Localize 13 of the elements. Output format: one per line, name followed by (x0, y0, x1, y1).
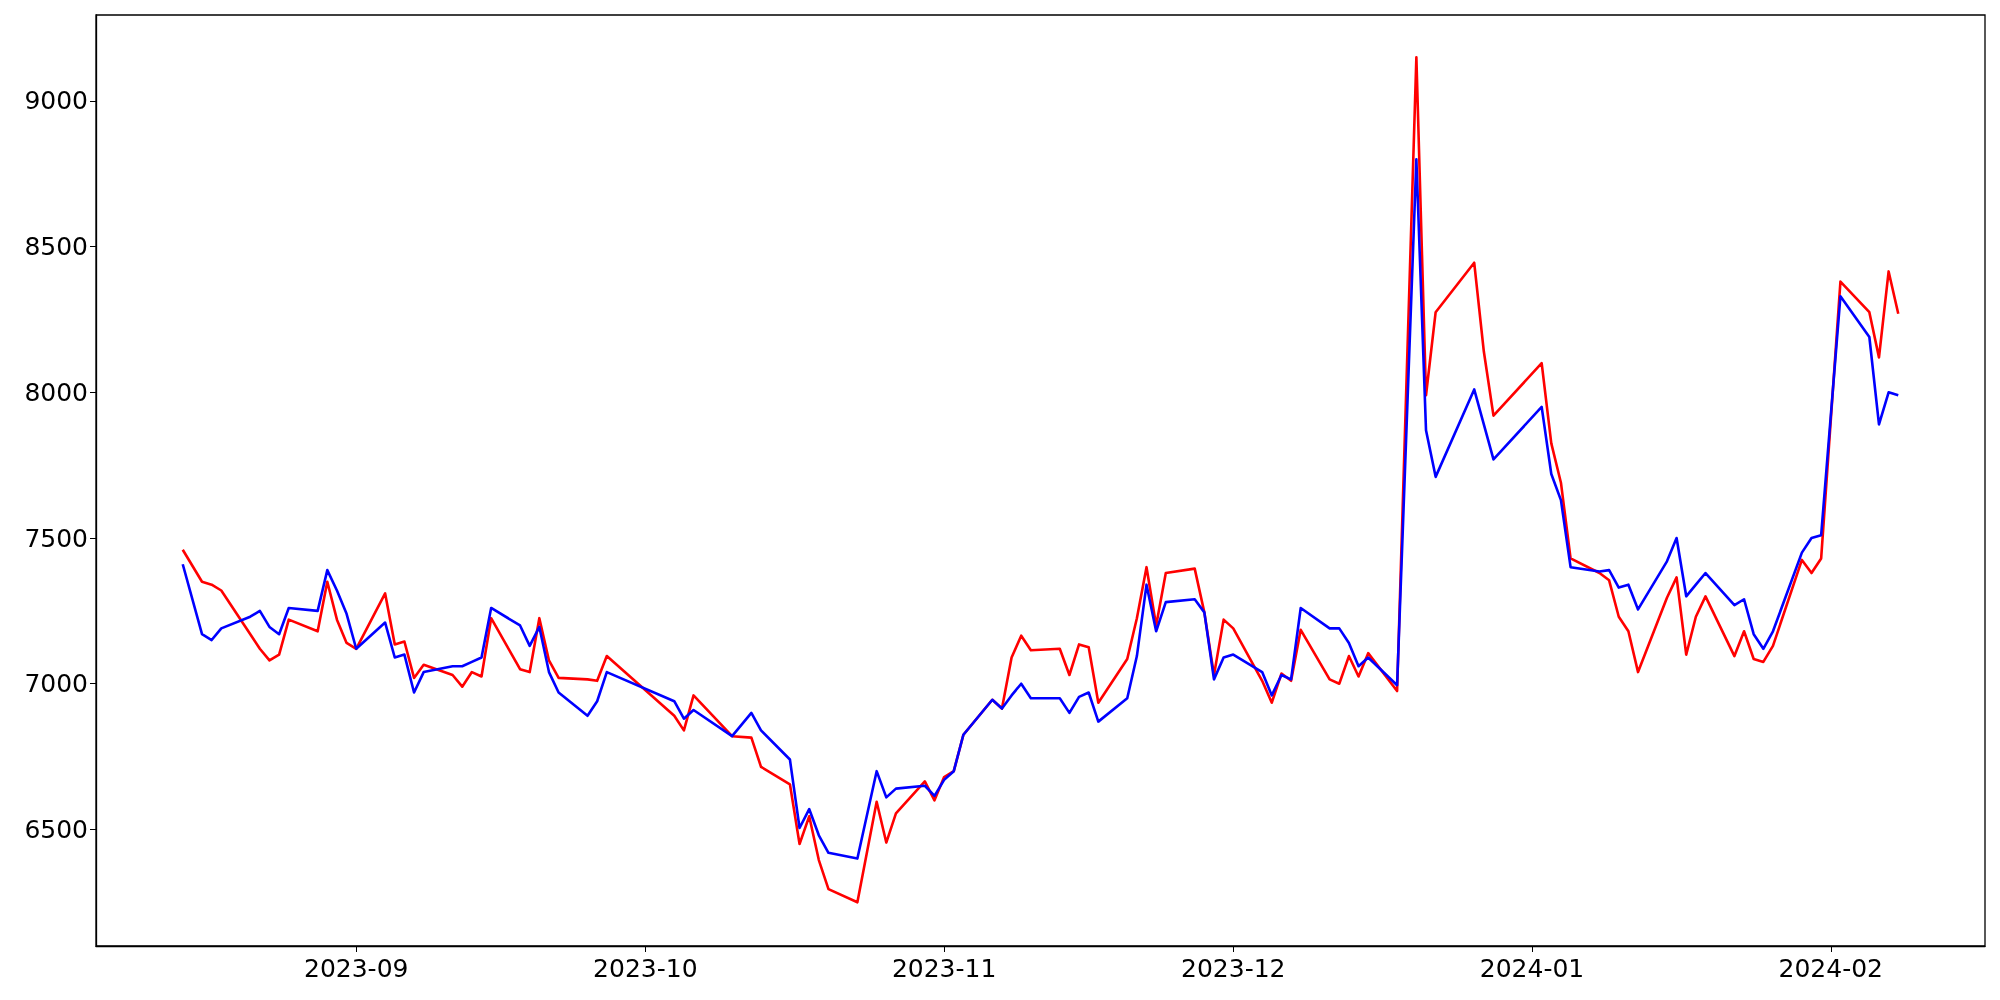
y-tick-label: 6500 (24, 814, 88, 844)
x-tick-label: 2023-10 (593, 954, 698, 983)
x-tick-label: 2023-09 (303, 954, 409, 983)
y-tick-label: 7500 (24, 523, 88, 553)
y-tick-label: 8500 (24, 232, 88, 262)
x-tick-label: 2023-12 (1181, 954, 1286, 983)
y-tick-label: 8000 (24, 377, 88, 407)
y-tick-label: 7000 (24, 669, 88, 699)
x-tick-label: 2024-02 (1778, 954, 1884, 983)
x-tick-label: 2023-11 (891, 954, 997, 983)
y-tick-label: 9000 (24, 86, 88, 116)
line-series (181, 157, 1900, 860)
x-tick-label: 2024-01 (1479, 954, 1585, 983)
